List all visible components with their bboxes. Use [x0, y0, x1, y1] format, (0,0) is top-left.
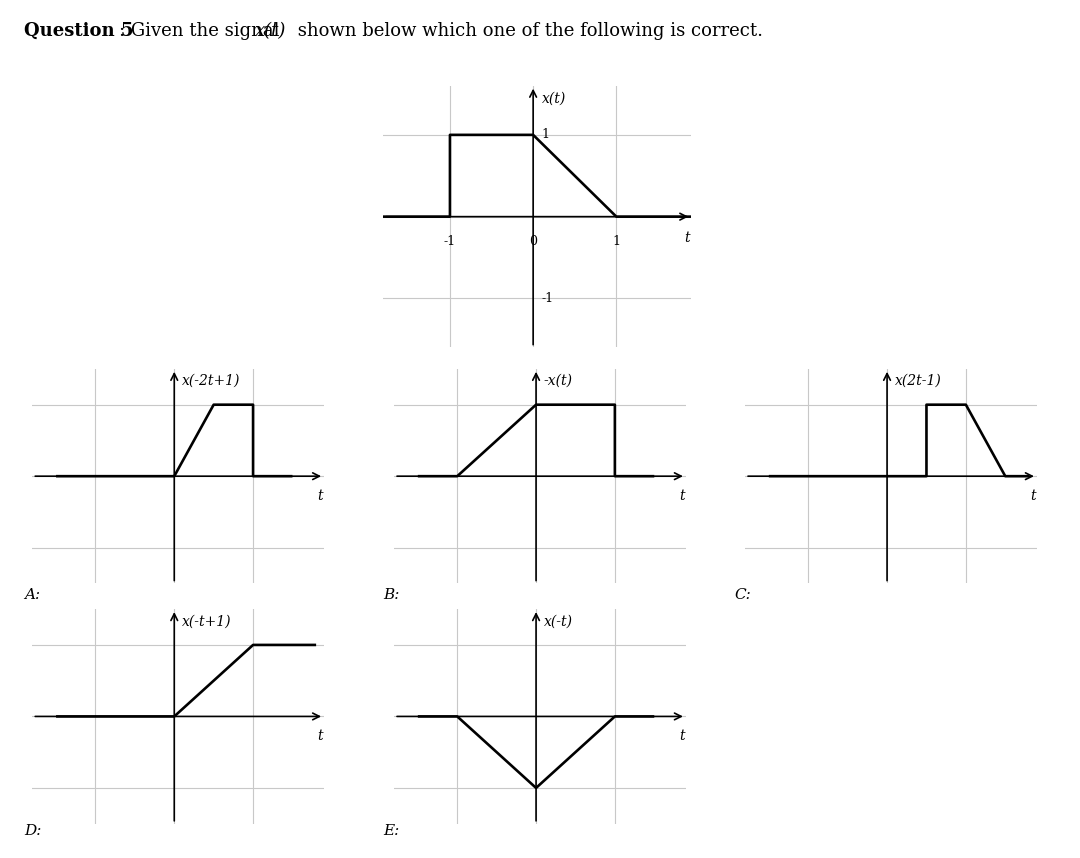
Text: : Given the signal: : Given the signal — [119, 22, 285, 40]
Text: A:: A: — [24, 588, 40, 601]
Text: x(-2t+1): x(-2t+1) — [183, 374, 241, 388]
Text: x(t): x(t) — [541, 92, 566, 106]
Text: B:: B: — [383, 588, 400, 601]
Text: t: t — [679, 489, 685, 503]
Text: D:: D: — [24, 824, 41, 837]
Text: -1: -1 — [444, 234, 456, 248]
Text: t: t — [318, 729, 323, 743]
Text: -x(t): -x(t) — [544, 374, 573, 388]
Text: x(-t): x(-t) — [544, 614, 573, 628]
Text: x(t): x(t) — [255, 22, 286, 40]
Text: x(2t-1): x(2t-1) — [895, 374, 942, 388]
Text: t: t — [318, 489, 323, 503]
Text: t: t — [679, 729, 685, 743]
Text: shown below which one of the following is correct.: shown below which one of the following i… — [292, 22, 762, 40]
Text: t: t — [1030, 489, 1036, 503]
Text: -1: -1 — [541, 292, 554, 305]
Text: 1: 1 — [541, 129, 550, 142]
Text: 0: 0 — [529, 234, 537, 248]
Text: t: t — [685, 232, 690, 245]
Text: C:: C: — [734, 588, 752, 601]
Text: Question 5: Question 5 — [24, 22, 133, 40]
Text: 1: 1 — [612, 234, 620, 248]
Text: x(-t+1): x(-t+1) — [183, 614, 231, 628]
Text: E:: E: — [383, 824, 400, 837]
